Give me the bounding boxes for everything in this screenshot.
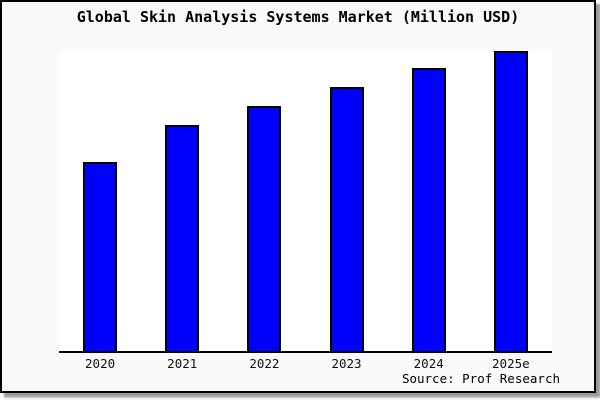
chart-title: Global Skin Analysis Systems Market (Mil… bbox=[76, 8, 520, 26]
bar-2022 bbox=[247, 105, 282, 351]
bar-2024 bbox=[411, 68, 446, 351]
x-tick-label-2022: 2022 bbox=[249, 356, 280, 371]
plot-area bbox=[59, 50, 552, 353]
source-credit: Source: Prof Research bbox=[401, 371, 560, 386]
bar-2020 bbox=[83, 162, 118, 351]
bar-2021 bbox=[165, 124, 200, 351]
chart-card: Global Skin Analysis Systems Market (Mil… bbox=[0, 0, 596, 393]
bar-2023 bbox=[329, 87, 364, 351]
bar-2025e bbox=[493, 51, 528, 351]
x-axis-labels: 2020 2021 2022 2023 2024 2025e bbox=[59, 356, 552, 371]
x-tick-label-2023: 2023 bbox=[331, 356, 362, 371]
x-tick-label-2024: 2024 bbox=[413, 356, 444, 371]
x-tick-label-2025e: 2025e bbox=[492, 356, 530, 371]
x-tick-label-2020: 2020 bbox=[85, 356, 116, 371]
x-tick-label-2021: 2021 bbox=[167, 356, 198, 371]
